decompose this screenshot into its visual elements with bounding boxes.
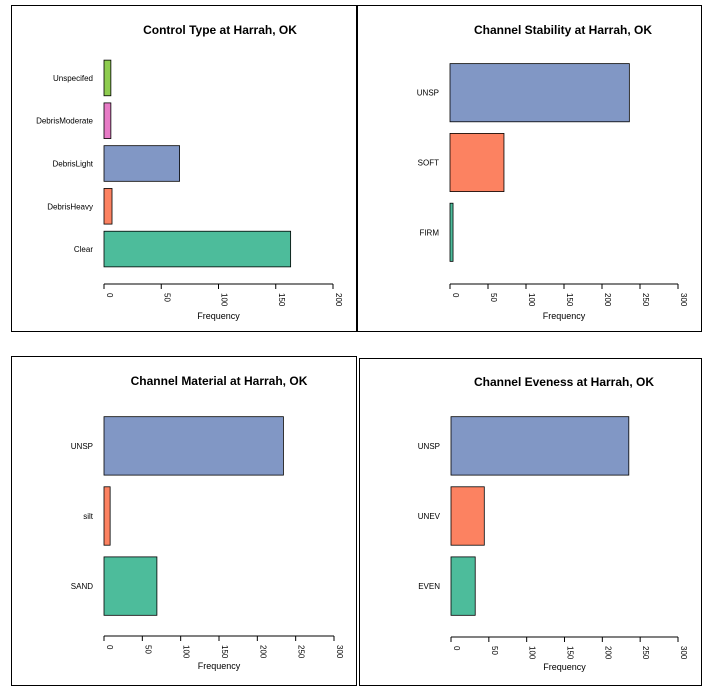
bar-soft	[449, 133, 505, 192]
x-tick-label-300: 300	[679, 293, 688, 307]
chart-channel-material: Channel Material at Harrah, OK SAND silt UN…	[71, 374, 344, 671]
x-axis-label: Frequency	[543, 311, 586, 321]
x-tick-label-50: 50	[489, 293, 498, 302]
chart-title: Channel Eveness at Harrah, OK	[474, 375, 654, 389]
bar-unspecifed	[103, 59, 112, 97]
bar-sand	[103, 556, 158, 616]
category-label-silt: silt	[83, 512, 94, 521]
x-tick-label-0: 0	[451, 293, 460, 298]
x-tick-label-150: 150	[565, 293, 574, 307]
x-tick-label-50: 50	[162, 293, 171, 302]
chart-title: Control Type at Harrah, OK	[143, 23, 297, 37]
x-tick-label-100: 100	[182, 645, 191, 659]
chart-panel-channel-stability: Channel Stability at Harrah, OK FIRM SOFT U…	[357, 5, 702, 332]
category-label-firm: FIRM	[419, 228, 439, 237]
x-axis-label: Frequency	[198, 661, 241, 671]
bar-unsp	[449, 63, 630, 123]
category-label-debrismoderate: DebrisModerate	[36, 117, 93, 126]
x-tick-label-200: 200	[334, 293, 343, 307]
bar-unsp	[103, 416, 284, 476]
bar-debrisheavy	[103, 188, 113, 225]
x-tick-label-150: 150	[220, 645, 229, 659]
category-label-debrislight: DebrisLight	[53, 160, 94, 169]
chart-title: Channel Material at Harrah, OK	[131, 374, 308, 388]
chart-panel-channel-eveness: Channel Eveness at Harrah, OK EVEN UNEV UNS…	[359, 358, 702, 686]
x-axis-label: Frequency	[543, 662, 586, 672]
x-tick-label-0: 0	[452, 646, 461, 651]
chart-panel-channel-material: Channel Material at Harrah, OK SAND silt UN…	[11, 356, 357, 686]
bar-firm	[449, 202, 454, 262]
x-tick-label-100: 100	[528, 646, 537, 660]
chart-panel-control-type: Control Type at Harrah, OK Clear DebrisHea…	[11, 5, 357, 332]
x-tick-label-200: 200	[258, 645, 267, 659]
x-tick-label-300: 300	[679, 646, 688, 660]
category-label-unsp: UNSP	[417, 89, 439, 98]
chart-title: Channel Stability at Harrah, OK	[474, 23, 652, 37]
bar-even	[450, 556, 476, 616]
bar-debrislight	[103, 145, 180, 182]
category-label-even: EVEN	[418, 582, 440, 591]
x-tick-label-200: 200	[603, 293, 612, 307]
x-tick-label-300: 300	[335, 645, 344, 659]
x-tick-label-0: 0	[105, 293, 114, 298]
category-label-unsp: UNSP	[71, 442, 93, 451]
category-label-unev: UNEV	[418, 512, 441, 521]
x-axis-label: Frequency	[197, 311, 240, 321]
category-label-sand: SAND	[71, 582, 93, 591]
category-label-unspecifed: Unspecifed	[53, 74, 93, 83]
bar-silt	[103, 486, 111, 546]
x-tick-label-150: 150	[566, 646, 575, 660]
x-tick-label-50: 50	[143, 645, 152, 654]
chart-channel-stability: Channel Stability at Harrah, OK FIRM SOFT U…	[417, 23, 688, 321]
x-tick-label-250: 250	[641, 646, 650, 660]
category-label-debrisheavy: DebrisHeavy	[47, 202, 93, 211]
x-tick-label-100: 100	[527, 293, 536, 307]
x-tick-label-200: 200	[603, 646, 612, 660]
category-label-unsp: UNSP	[418, 442, 440, 451]
x-tick-label-50: 50	[490, 646, 499, 655]
category-label-soft: SOFT	[418, 159, 439, 168]
bar-unev	[450, 486, 485, 546]
bar-unsp	[450, 416, 630, 476]
chart-channel-eveness: Channel Eveness at Harrah, OK EVEN UNEV UNS…	[418, 375, 688, 672]
x-tick-label-250: 250	[297, 645, 306, 659]
chart-control-type: Control Type at Harrah, OK Clear DebrisHea…	[36, 23, 343, 321]
bar-clear	[103, 230, 292, 268]
x-tick-label-0: 0	[105, 645, 114, 650]
x-tick-label-150: 150	[277, 293, 286, 307]
x-tick-label-100: 100	[220, 293, 229, 307]
x-tick-label-250: 250	[641, 293, 650, 307]
bar-debrismoderate	[103, 102, 112, 139]
category-label-clear: Clear	[74, 245, 93, 254]
